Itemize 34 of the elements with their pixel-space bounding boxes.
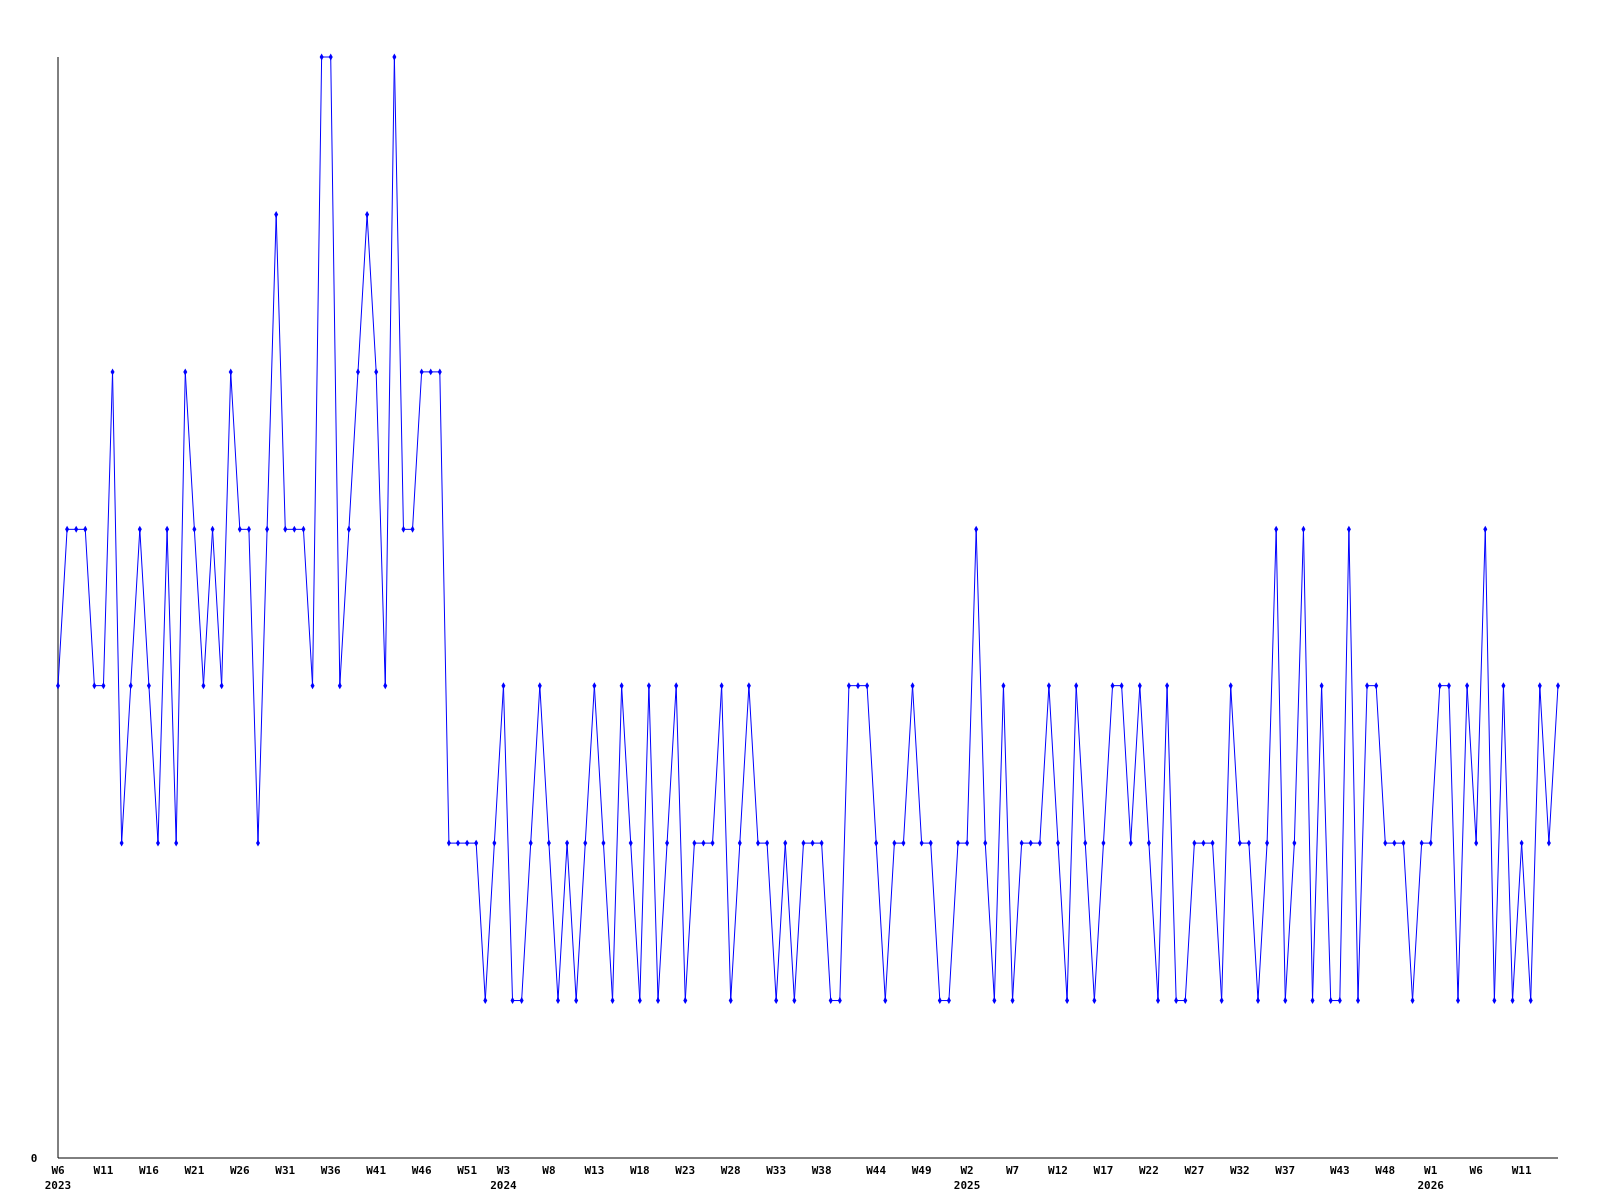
x-tick-label: W1 2026 <box>1417 1164 1445 1192</box>
x-tick-label: W27 <box>1184 1164 1205 1177</box>
x-tick-label: W12 <box>1048 1164 1068 1177</box>
x-tick-label: W41 <box>366 1164 387 1177</box>
x-tick-label: W6 2023 <box>44 1164 72 1192</box>
x-tick-label: W3 2024 <box>490 1164 518 1192</box>
x-tick-label: W21 <box>184 1164 205 1177</box>
x-tick-label: W2 2025 <box>953 1164 981 1192</box>
x-tick-label: W28 <box>720 1164 741 1177</box>
x-tick-label: W26 <box>229 1164 251 1177</box>
x-tick-label: W18 <box>629 1164 650 1177</box>
x-tick-label: W51 <box>457 1164 478 1177</box>
x-tick-label: W48 <box>1375 1164 1396 1177</box>
x-tick-label: W11 <box>1511 1164 1532 1177</box>
x-tick-label: W17 <box>1093 1164 1114 1177</box>
x-tick-label: W37 <box>1275 1164 1296 1177</box>
x-tick-label: W22 <box>1138 1164 1159 1177</box>
x-tick-label: W49 <box>911 1164 932 1177</box>
x-tick-label: W43 <box>1329 1164 1350 1177</box>
x-tick-label: W44 <box>866 1164 887 1177</box>
x-tick-label: W8 <box>542 1164 556 1177</box>
x-tick-label: W46 <box>411 1164 432 1177</box>
x-tick-label: W38 <box>811 1164 832 1177</box>
x-tick-label: W13 <box>584 1164 605 1177</box>
x-tick-label: W6 <box>1469 1164 1484 1177</box>
x-tick-label: W7 <box>1005 1164 1020 1177</box>
x-tick-label: W31 <box>275 1164 296 1177</box>
x-tick-label: W11 <box>93 1164 114 1177</box>
x-tick-label: W23 <box>675 1164 696 1177</box>
text: 0 <box>30 1151 38 1165</box>
x-tick-label: W36 <box>320 1164 342 1177</box>
x-tick-label: W16 <box>138 1164 160 1177</box>
x-tick-label: W33 <box>766 1164 787 1177</box>
x-tick-label: W32 <box>1229 1164 1250 1177</box>
